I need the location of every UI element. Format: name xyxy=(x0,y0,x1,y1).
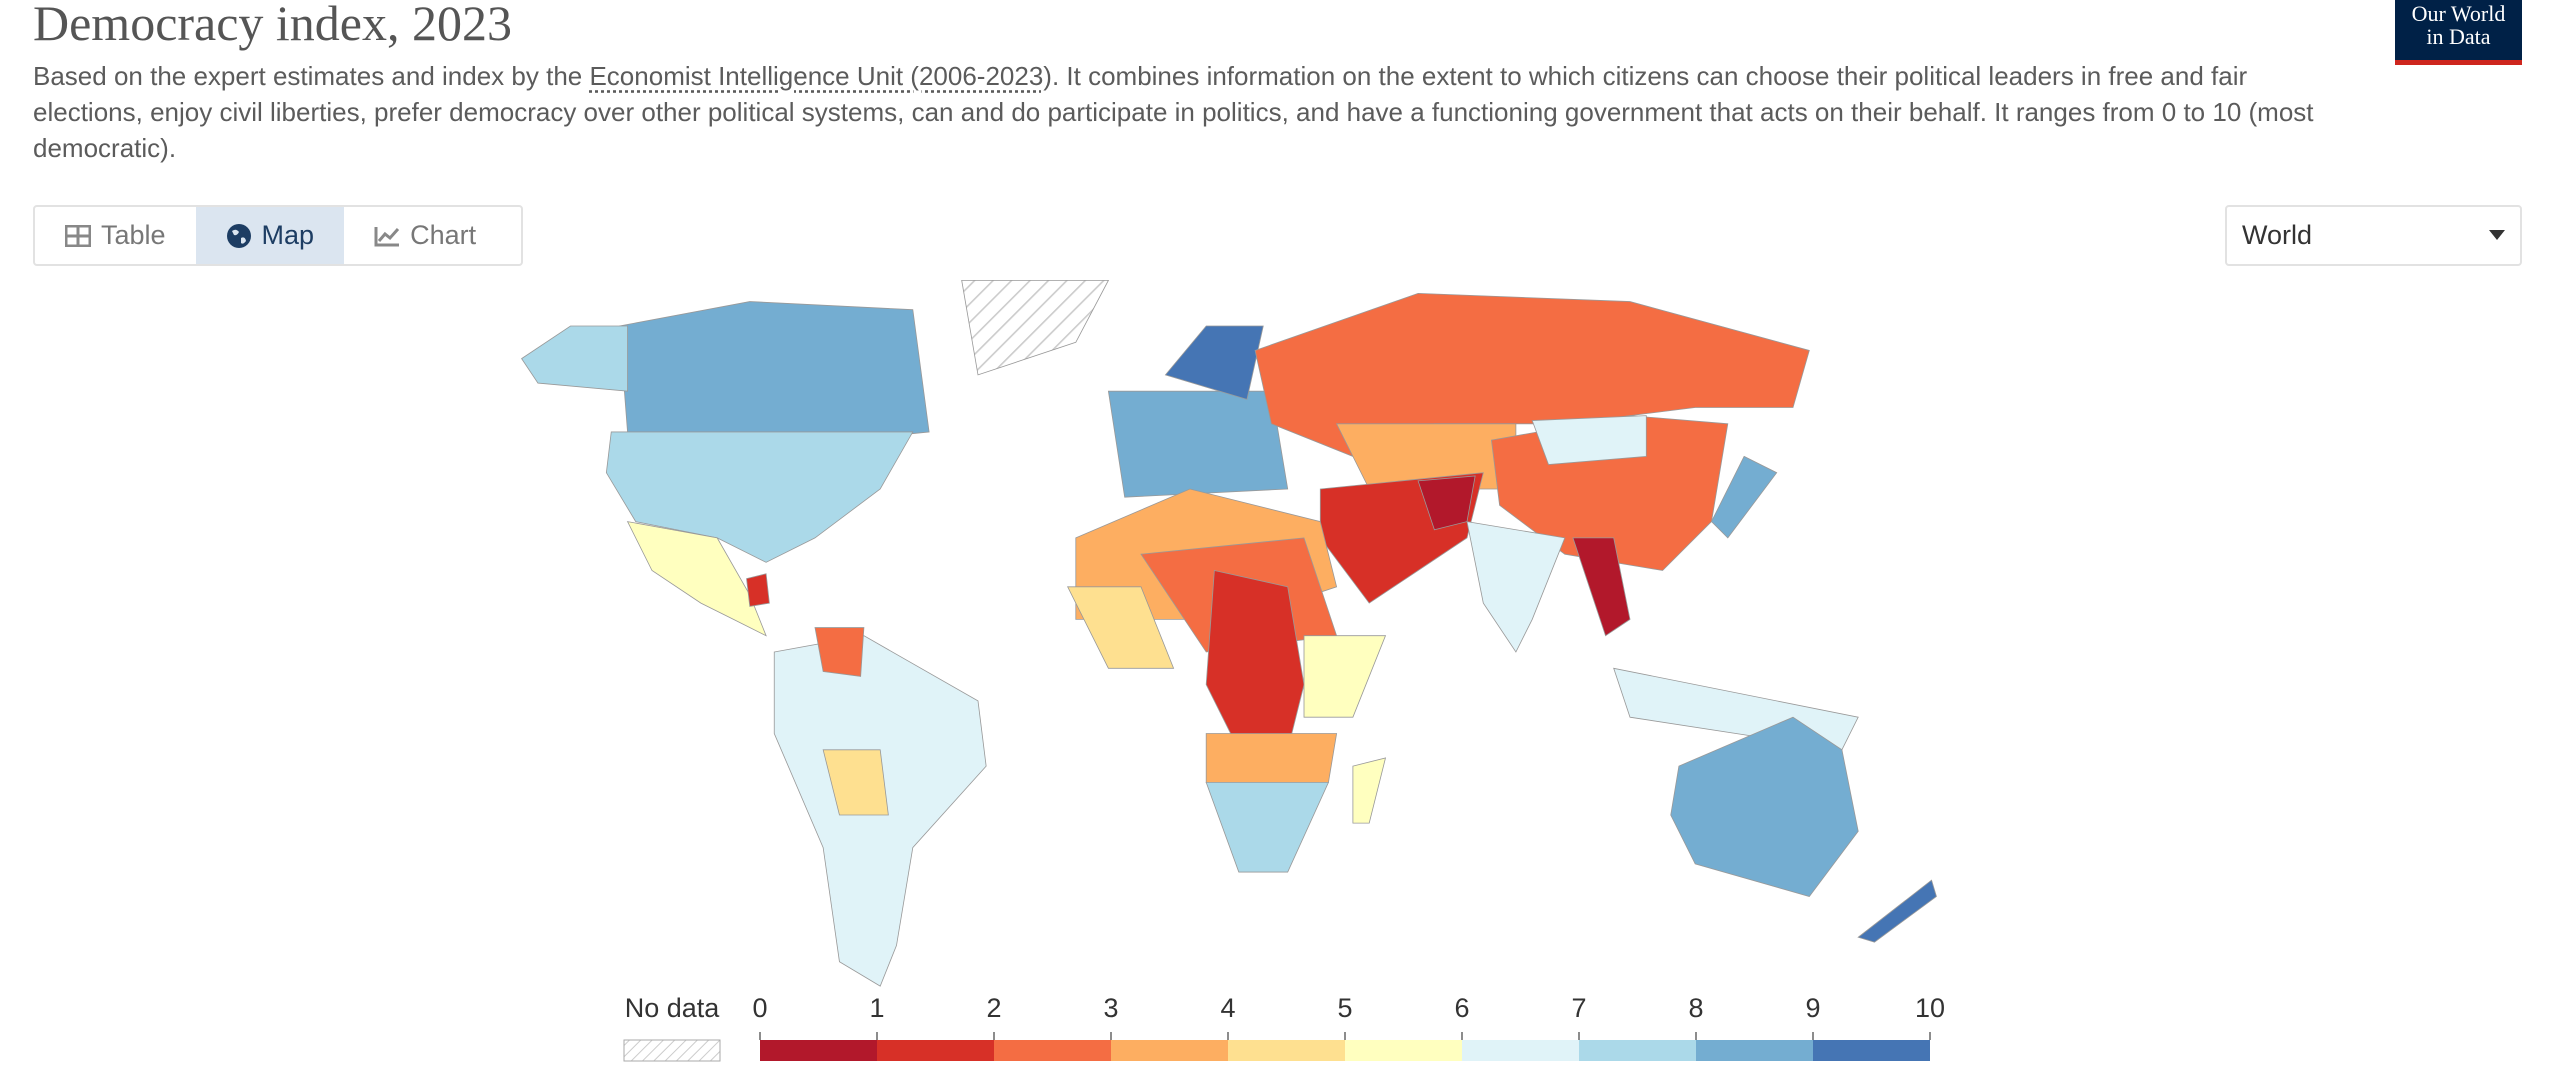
legend-tick-label: 6 xyxy=(1454,993,1469,1023)
icon xyxy=(65,224,91,247)
logo-line: in Data xyxy=(2426,24,2491,49)
legend-bin xyxy=(994,1040,1111,1061)
country[interactable] xyxy=(961,279,1110,376)
legend-tick-label: 1 xyxy=(869,993,884,1023)
legend-tick-label: 4 xyxy=(1220,993,1235,1023)
select-label: World xyxy=(2242,220,2313,250)
legend: No data 0 1 2 3 4 5 6 7 8 9 10 xyxy=(623,993,1945,1062)
legend-bin xyxy=(1696,1040,1813,1061)
icon xyxy=(2489,230,2505,240)
tab-bar: Table Map Chart xyxy=(33,205,523,266)
tab-label: Map xyxy=(261,220,315,250)
legend-swatch xyxy=(623,1039,721,1062)
country[interactable] xyxy=(814,627,865,677)
title: Democracy index, 2023 xyxy=(33,0,513,51)
country[interactable] xyxy=(1205,733,1338,783)
legend-tick-label: 8 xyxy=(1688,993,1703,1023)
country[interactable] xyxy=(1670,716,1859,897)
region-select[interactable]: World xyxy=(2225,205,2522,266)
legend-label: No data xyxy=(625,993,721,1023)
subtitle-text: Based on the expert estimates and index … xyxy=(33,61,590,91)
country[interactable] xyxy=(822,749,889,816)
country[interactable] xyxy=(1254,292,1810,457)
icon xyxy=(226,223,251,248)
world-map xyxy=(521,279,1937,987)
country[interactable] xyxy=(1531,415,1647,465)
legend-tick-label: 5 xyxy=(1337,993,1352,1023)
legend-tick-label: 10 xyxy=(1915,993,1945,1023)
tab[interactable]: Table xyxy=(35,207,196,264)
country[interactable] xyxy=(1066,586,1175,669)
legend-bin xyxy=(1813,1040,1930,1061)
country[interactable] xyxy=(1711,455,1778,539)
legend-bin xyxy=(1579,1040,1696,1061)
tab-label: Table xyxy=(101,220,166,250)
legend-tick-label: 3 xyxy=(1103,993,1118,1023)
country[interactable] xyxy=(618,301,930,441)
country[interactable] xyxy=(1107,390,1289,498)
legend-tick-label: 2 xyxy=(986,993,1001,1023)
source-link[interactable]: Economist Intelligence Unit (2006-2023) xyxy=(589,61,1052,91)
legend-tick-label: 9 xyxy=(1805,993,1820,1023)
country[interactable] xyxy=(1205,781,1330,873)
tab[interactable]: Chart xyxy=(344,207,506,264)
subtitle: Based on the expert estimates and index … xyxy=(33,58,2363,166)
country[interactable] xyxy=(1352,757,1387,824)
icon xyxy=(374,226,400,246)
legend-bin xyxy=(1111,1040,1228,1061)
legend-bin xyxy=(1462,1040,1579,1061)
tab-label: Chart xyxy=(410,220,477,250)
logo-line: Our World xyxy=(2411,1,2506,26)
legend-bin xyxy=(877,1040,994,1061)
country[interactable] xyxy=(1857,879,1937,943)
legend-bin xyxy=(1228,1040,1345,1061)
subtitle-text: . It combines information on the extent … xyxy=(33,61,2314,163)
country[interactable] xyxy=(1164,325,1264,400)
country[interactable] xyxy=(1303,635,1387,718)
country[interactable] xyxy=(521,325,628,392)
country[interactable] xyxy=(626,521,767,637)
logo[interactable]: Our World in Data xyxy=(2395,0,2522,65)
legend-bin xyxy=(1345,1040,1462,1061)
legend-bin xyxy=(760,1040,877,1061)
tab[interactable]: Map xyxy=(195,207,345,264)
country[interactable] xyxy=(1466,521,1566,653)
legend-tick-label: 0 xyxy=(752,993,767,1023)
legend-tick-label: 7 xyxy=(1571,993,1586,1023)
country[interactable] xyxy=(605,431,914,563)
country[interactable] xyxy=(1205,569,1305,751)
country[interactable] xyxy=(746,573,770,607)
country[interactable] xyxy=(1572,537,1631,637)
